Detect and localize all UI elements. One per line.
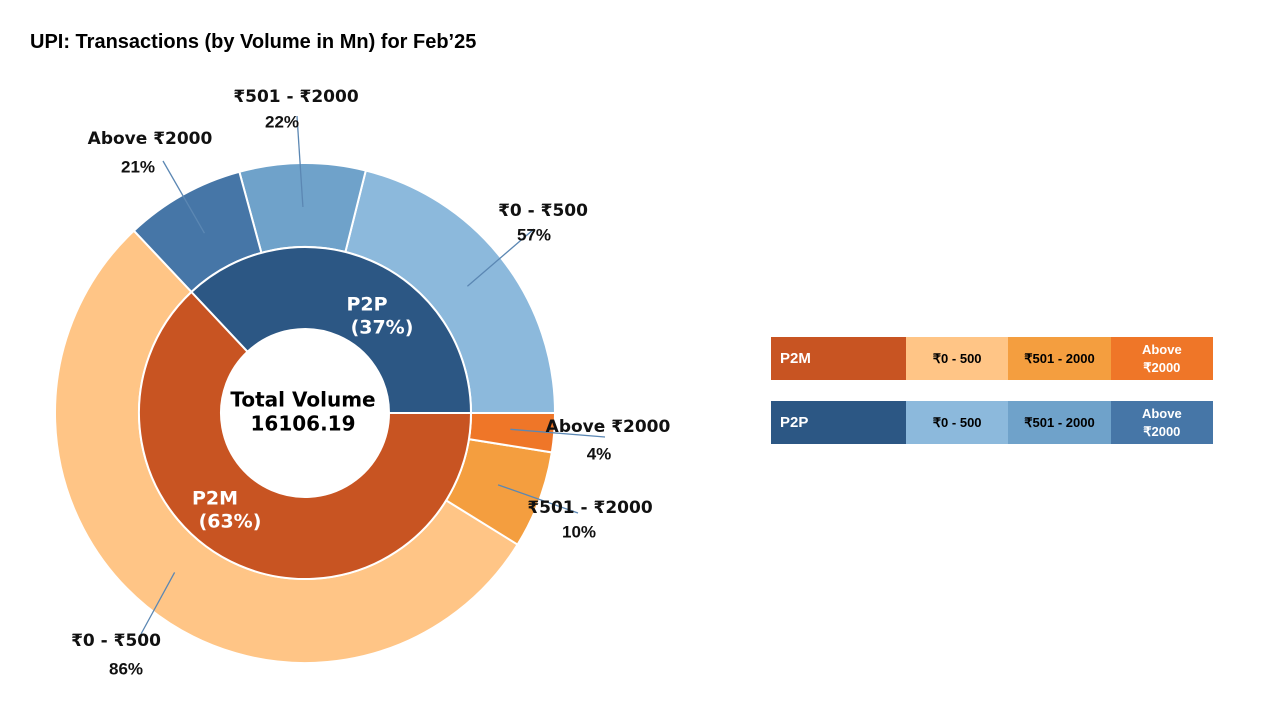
legend-row-p2m: P2M ₹0 - 500 ₹501 - 2000 Above ₹2000 [771, 337, 1213, 380]
outer-slice-percent: 57% [517, 225, 551, 244]
outer-slice-label: ₹0 - ₹500 [498, 201, 588, 221]
outer-slice-percent: 10% [562, 522, 596, 541]
outer-slice-label: ₹501 - ₹2000 [233, 87, 359, 107]
inner-slice-p2p [189, 246, 473, 414]
outer-slice-percent: 4% [587, 444, 612, 463]
legend-item-501-2000: ₹501 - 2000 [1008, 337, 1111, 380]
legend-item-0-500: ₹0 - 500 [906, 401, 1009, 444]
legend-group-label: P2M [771, 337, 906, 380]
legend-group-label: P2P [771, 401, 906, 444]
outer-slice-label: ₹501 - ₹2000 [527, 498, 653, 518]
leader-line [162, 160, 206, 234]
leader-line [466, 228, 535, 287]
outer-slice-label: ₹0 - ₹500 [71, 631, 161, 651]
outer-slice-label: Above ₹2000 [88, 129, 213, 149]
outer-slice-percent: 22% [265, 112, 299, 131]
donut-chart: ₹0 - ₹500 57% ₹501 - ₹2000 22% Above ₹2000 21… [54, 87, 671, 678]
leader-line [296, 115, 304, 208]
center-label-title: Total Volume [230, 388, 375, 412]
outer-slice-percent: 21% [121, 157, 155, 176]
legend-item-0-500: ₹0 - 500 [906, 337, 1009, 380]
legend-item-above-2000: Above ₹2000 [1110, 401, 1213, 444]
leader-line [140, 572, 176, 635]
outer-slice-percent: 86% [109, 659, 143, 678]
leader-line [497, 484, 579, 514]
inner-slice-percent: (63%) [199, 511, 262, 533]
chart-title: UPI: Transactions (by Volume in Mn) for … [30, 31, 477, 53]
legend-row-p2p: P2P ₹0 - 500 ₹501 - 2000 Above ₹2000 [771, 401, 1213, 444]
legend-item-501-2000: ₹501 - 2000 [1008, 401, 1111, 444]
legend-item-above-2000: Above ₹2000 [1110, 337, 1213, 380]
leader-line [510, 428, 606, 438]
outer-slice-label: Above ₹2000 [546, 417, 671, 437]
inner-slice-p2m [138, 290, 473, 580]
inner-slice-label: P2P [346, 294, 387, 316]
inner-slice-label: P2M [192, 488, 238, 510]
center-label-value: 16106.19 [250, 412, 355, 436]
inner-slice-percent: (37%) [351, 317, 414, 339]
